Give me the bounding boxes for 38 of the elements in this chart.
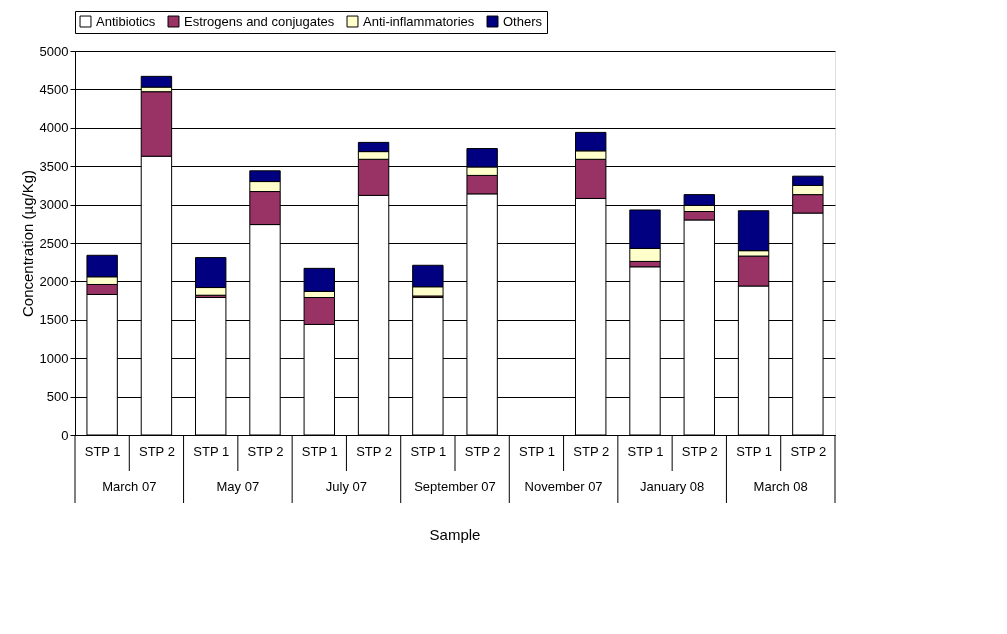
- x-tick-label: STP 2: [464, 443, 501, 459]
- text: January 08: [639, 479, 705, 494]
- text: March 07: [102, 479, 157, 494]
- x-tick-label: STP 1: [84, 443, 121, 459]
- x-tick-label: STP 2: [138, 443, 175, 459]
- y-tick-label: 1500: [39, 312, 69, 328]
- y-tick-label: 5000: [39, 43, 69, 59]
- text: September 07: [414, 479, 496, 494]
- text: July 07: [325, 479, 368, 494]
- x-tick-label: STP 1: [301, 443, 338, 459]
- x-axis-title: Sample: [429, 526, 481, 543]
- x-tick-label: STP 2: [573, 443, 610, 459]
- x-tick-label: STP 1: [627, 443, 664, 459]
- x-tick-label: STP 2: [356, 443, 393, 459]
- legend-label: Antibiotics: [96, 13, 156, 29]
- x-tick-label: STP 1: [410, 443, 447, 459]
- y-tick-label: 500: [46, 389, 69, 405]
- legend-label: Others: [503, 13, 543, 29]
- y-tick-label: 1000: [39, 350, 69, 366]
- x-tick-label: STP 2: [247, 443, 284, 459]
- y-tick-label: 2500: [39, 235, 69, 251]
- y-tick-label: 4500: [39, 81, 69, 97]
- y-tick-label: 2000: [39, 273, 69, 289]
- y-tick-label: 4000: [39, 120, 69, 136]
- text: March 08: [753, 479, 808, 494]
- y-tick-label: 3500: [39, 158, 69, 174]
- x-tick-label: STP 1: [518, 443, 555, 459]
- x-tick-label: STP 1: [193, 443, 230, 459]
- legend-label: Anti-inflammatories: [363, 13, 475, 29]
- y-axis-title: Concentration (µg/Kg): [18, 169, 36, 318]
- text: May 07: [216, 479, 260, 494]
- y-tick-label: 3000: [39, 197, 69, 213]
- x-tick-label: STP 1: [736, 443, 773, 459]
- legend-label: Estrogens and conjugates: [184, 13, 335, 29]
- x-tick-label: STP 2: [681, 443, 718, 459]
- text: November 07: [524, 479, 603, 494]
- x-tick-label: STP 2: [790, 443, 827, 459]
- y-tick-label: 0: [61, 427, 69, 443]
